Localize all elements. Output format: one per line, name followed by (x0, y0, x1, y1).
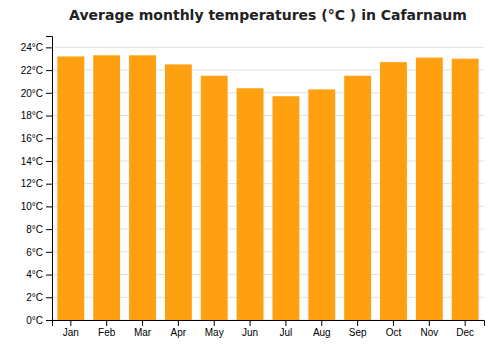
x-tick-label: May (205, 327, 224, 338)
x-tick-label: Aug (313, 327, 331, 338)
x-tick: Jan (63, 320, 79, 338)
x-tick-mark (214, 320, 215, 326)
x-tick-mark (429, 320, 430, 326)
y-tick: 14°C (21, 156, 52, 167)
y-tick: 16°C (21, 133, 52, 144)
y-tick: 20°C (21, 88, 52, 99)
x-tick-label: Dec (456, 327, 474, 338)
bar (380, 62, 407, 320)
y-tick: 24°C (21, 42, 52, 53)
y-tick-label: 22°C (21, 65, 43, 76)
bar (237, 88, 264, 320)
y-tick-mark (46, 320, 52, 321)
x-tick: Dec (456, 320, 474, 338)
x-tick-mark (357, 320, 358, 326)
x-tick: Jun (242, 320, 258, 338)
x-tick-label: Oct (386, 327, 402, 338)
x-tick: Apr (171, 320, 187, 338)
x-tick: Sep (349, 320, 367, 338)
bar (201, 76, 228, 320)
x-tick: Oct (386, 320, 402, 338)
y-tick-mark (46, 252, 52, 253)
y-tick: 6°C (26, 247, 52, 258)
x-tick-label: Jun (242, 327, 258, 338)
y-tick-label: 18°C (21, 110, 43, 121)
x-tick-label: Apr (171, 327, 187, 338)
y-tick-mark (46, 229, 52, 230)
y-tick-label: 24°C (21, 42, 43, 53)
y-tick-mark (46, 47, 52, 48)
bar (129, 55, 156, 320)
grid-line (52, 47, 484, 48)
y-tick: 22°C (21, 65, 52, 76)
y-tick-mark (46, 184, 52, 185)
y-tick: 8°C (26, 224, 52, 235)
x-tick: May (205, 320, 224, 338)
y-axis-line (46, 37, 53, 321)
y-tick-label: 16°C (21, 133, 43, 144)
bars (57, 55, 478, 320)
y-tick-mark (46, 70, 52, 71)
x-tick-label: Sep (349, 327, 367, 338)
x-tick-mark (465, 320, 466, 326)
bar (452, 59, 479, 320)
y-tick: 4°C (26, 269, 52, 280)
y-tick-mark (46, 206, 52, 207)
y-tick-label: 20°C (21, 88, 43, 99)
x-tick-mark (142, 320, 143, 326)
x-tick-mark (285, 320, 286, 326)
x-axis-line (53, 321, 485, 327)
x-tick-label: Mar (134, 327, 152, 338)
y-tick-mark (46, 161, 52, 162)
grid (52, 47, 484, 320)
title: Average monthly temperatures (°C ) in Ca… (69, 7, 467, 23)
bar (165, 64, 192, 320)
y-tick: 10°C (21, 201, 52, 212)
y-tick-mark (46, 275, 52, 276)
x-tick: Nov (420, 320, 438, 338)
y-tick-mark (46, 138, 52, 139)
y-tick: 0°C (26, 315, 52, 326)
bar (416, 58, 443, 320)
x-tick-mark (393, 320, 394, 326)
y-tick-label: 12°C (21, 178, 43, 189)
y-tick-mark (46, 93, 52, 94)
x-tick-mark (321, 320, 322, 326)
x-tick-mark (106, 320, 107, 326)
bar (308, 89, 335, 320)
x-tick-label: Jan (63, 327, 79, 338)
y-axis: 0°C 2°C 4°C 6°C 8°C 10°C 12°C 14°C 16°C 18°C 20°C 2… (21, 37, 53, 326)
x-tick: Aug (313, 320, 331, 338)
x-tick-label: Feb (98, 327, 116, 338)
y-tick-mark (46, 116, 52, 117)
bar (93, 55, 120, 320)
y-tick: 2°C (26, 292, 52, 303)
chart: 0°C 2°C 4°C 6°C 8°C 10°C 12°C 14°C 16°C 18°C 20°C 2… (0, 0, 500, 350)
x-tick-mark (250, 320, 251, 326)
y-tick: 18°C (21, 110, 52, 121)
y-tick-label: 6°C (26, 247, 43, 258)
x-tick: Jul (280, 320, 293, 338)
y-tick-label: 8°C (26, 224, 43, 235)
x-tick-mark (178, 320, 179, 326)
bar (272, 96, 299, 320)
y-tick-label: 0°C (26, 315, 43, 326)
bar (57, 56, 84, 320)
y-tick: 12°C (21, 178, 52, 189)
plot: 0°C 2°C 4°C 6°C 8°C 10°C 12°C 14°C 16°C 18°C 20°C 2… (21, 37, 485, 339)
y-tick-label: 14°C (21, 156, 43, 167)
x-tick-mark (70, 320, 71, 326)
x-axis: Jan Feb Mar Apr May Jun Jul Aug Sep Oct Nov Dec (53, 320, 485, 338)
y-tick-label: 2°C (26, 292, 43, 303)
y-tick-label: 4°C (26, 269, 43, 280)
bar (344, 76, 371, 320)
y-tick-mark (46, 297, 52, 298)
x-tick: Feb (98, 320, 116, 338)
y-tick-label: 10°C (21, 201, 43, 212)
x-tick-label: Jul (280, 327, 293, 338)
x-tick-label: Nov (420, 327, 438, 338)
x-tick: Mar (134, 320, 152, 338)
